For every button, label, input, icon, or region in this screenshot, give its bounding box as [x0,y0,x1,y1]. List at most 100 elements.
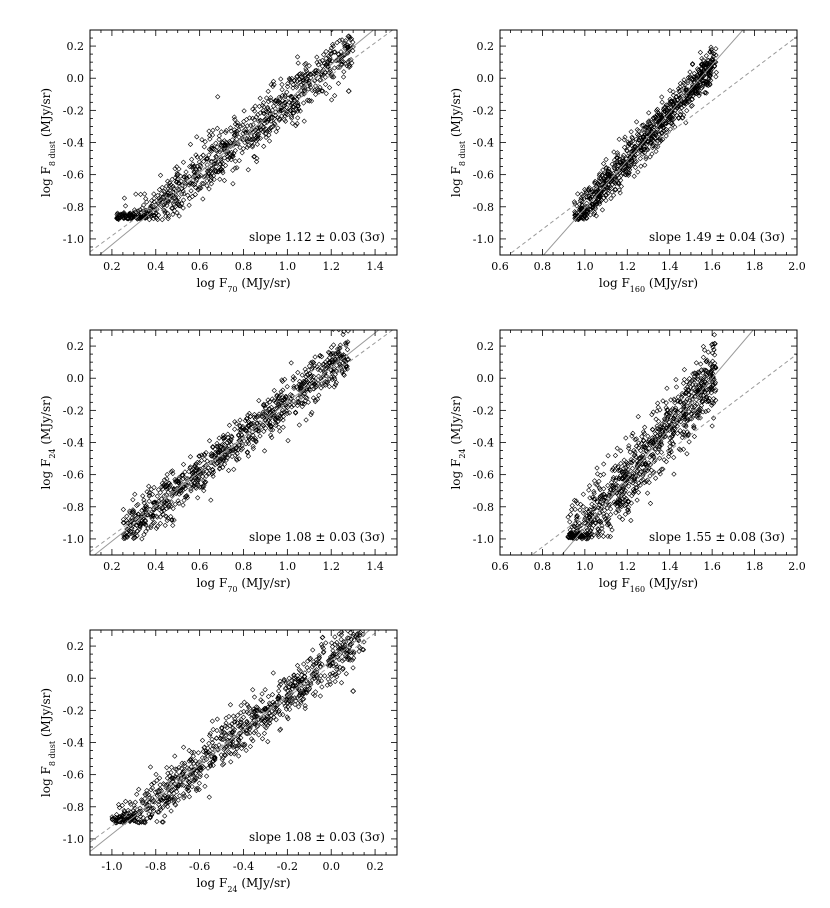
x-tick-label: 1.8 [746,560,764,573]
x-tick-label: 1.8 [746,260,764,273]
data-point [262,417,269,423]
y-tick-label: 0.0 [477,72,495,85]
y-tick-label: -0.6 [63,769,84,782]
reference-line [90,330,394,553]
x-tick-label: 1.2 [322,560,340,573]
x-tick-label: 0.2 [103,260,121,273]
y-axis-label: log F24 (MJy/sr) [39,395,57,489]
y-axis-label: log F24 (MJy/sr) [449,395,467,489]
x-tick-label: 1.2 [322,260,340,273]
data-point [698,367,705,374]
slope-annotation: slope 1.55 ± 0.08 (3σ) [649,530,785,544]
fit-line [98,30,375,255]
data-point [581,213,588,220]
y-tick-label: 0.2 [477,40,495,53]
x-tick-label: 0.6 [491,260,509,273]
x-tick-label: 1.0 [576,260,594,273]
data-point [262,717,269,723]
x-tick-label: -0.4 [233,860,254,873]
data-point [130,211,137,218]
x-axis-label: log F24 (MJy/sr) [196,876,290,894]
axes-frame [89,29,398,256]
x-tick-label: 0.2 [366,860,384,873]
scatter-panel-4: 0.6 0.8 1.0 1.2 1.4 1.6 1.8 2.0 -1.0 -0.8 -0.6 -0.4… [449,329,806,594]
x-tick-label: 1.4 [366,260,384,273]
data-point [196,765,203,772]
x-tick-label: 0.6 [491,560,509,573]
x-tick-label: 1.4 [661,260,679,273]
data-point [624,158,631,165]
y-tick-label: 0.0 [477,372,495,385]
x-tick-label: -1.0 [101,860,122,873]
scatter-panel-3: 0.2 0.4 0.6 0.8 1.0 1.2 1.4 -1.0 -0.8 -0.6 -0.4 -0.… [39,329,398,594]
x-tick-label: -0.2 [277,860,298,873]
x-tick-label: 0.0 [322,860,340,873]
data-point [262,117,269,123]
y-tick-label: -0.4 [473,137,494,150]
x-tick-label: 2.0 [788,260,806,273]
x-axis-label: log F70 (MJy/sr) [196,576,290,594]
scatter-points [571,44,719,223]
scatter-points [114,30,356,223]
x-tick-label: 0.4 [147,260,165,273]
y-tick-label: -1.0 [473,233,494,246]
x-tick-label: 1.2 [619,260,637,273]
scatter-panel-2: 0.6 0.8 1.0 1.2 1.4 1.6 1.8 2.0 -1.0 -0.8 -0.6 -0.4… [449,29,806,294]
data-point [119,813,126,820]
x-tick-label: 0.4 [147,560,165,573]
scatter-points [109,630,367,826]
y-axis-label: log F8 dust (MJy/sr) [39,688,57,797]
y-tick-label: -1.0 [63,533,84,546]
y-tick-label: -0.8 [63,501,84,514]
x-tick-label: 1.0 [279,260,297,273]
y-tick-label: -1.0 [473,533,494,546]
scatter-panel-5: -1.0 -0.8 -0.6 -0.4 -0.2 0.0 0.2 -1.0 -0.8 -0.6 -0… [39,629,398,894]
x-tick-label: 1.0 [279,560,297,573]
x-axis-label: log F160 (MJy/sr) [599,276,698,294]
x-tick-label: 0.8 [534,260,552,273]
x-tick-label: 0.2 [103,560,121,573]
x-tick-label: 1.2 [619,560,637,573]
data-point [350,688,357,695]
data-point [306,97,313,104]
y-tick-label: -0.2 [63,104,84,117]
y-tick-label: -0.6 [63,469,84,482]
y-tick-label: -0.6 [473,169,494,182]
x-tick-label: 1.4 [661,560,679,573]
x-tick-label: 1.6 [703,560,721,573]
y-tick-label: 0.2 [477,340,495,353]
scatter-panel-1: 0.2 0.4 0.6 0.8 1.0 1.2 1.4 -1.0 -0.8 -0.6 -0.4 -0.… [39,29,398,294]
fit-line [93,330,380,555]
plot-area [90,330,394,555]
y-tick-label: 0.0 [67,72,85,85]
slope-annotation: slope 1.08 ± 0.03 (3σ) [249,530,385,544]
y-tick-label: -0.6 [473,469,494,482]
data-point [174,171,181,178]
fit-line [560,330,754,555]
x-tick-label: 0.8 [534,560,552,573]
data-point [345,88,352,95]
data-point [624,474,631,481]
data-point [698,84,705,91]
y-tick-label: -0.2 [63,404,84,417]
y-tick-label: -0.2 [473,104,494,117]
scatter-points [120,330,352,542]
x-tick-label: -0.8 [145,860,166,873]
y-tick-label: 0.0 [67,372,85,385]
x-tick-label: 1.0 [576,560,594,573]
y-tick-label: -0.8 [473,201,494,214]
y-tick-label: 0.2 [67,340,85,353]
y-tick-label: -1.0 [63,833,84,846]
y-tick-label: -0.8 [473,501,494,514]
y-tick-label: -0.4 [473,437,494,450]
slope-annotation: slope 1.08 ± 0.03 (3σ) [249,830,385,844]
y-tick-label: 0.2 [67,640,85,653]
y-tick-label: -1.0 [63,233,84,246]
y-tick-label: -0.4 [63,737,84,750]
reference-line [90,630,381,843]
reference-line [530,353,797,555]
y-tick-label: -0.2 [473,404,494,417]
x-tick-label: 0.6 [191,260,209,273]
y-tick-label: -0.8 [63,801,84,814]
